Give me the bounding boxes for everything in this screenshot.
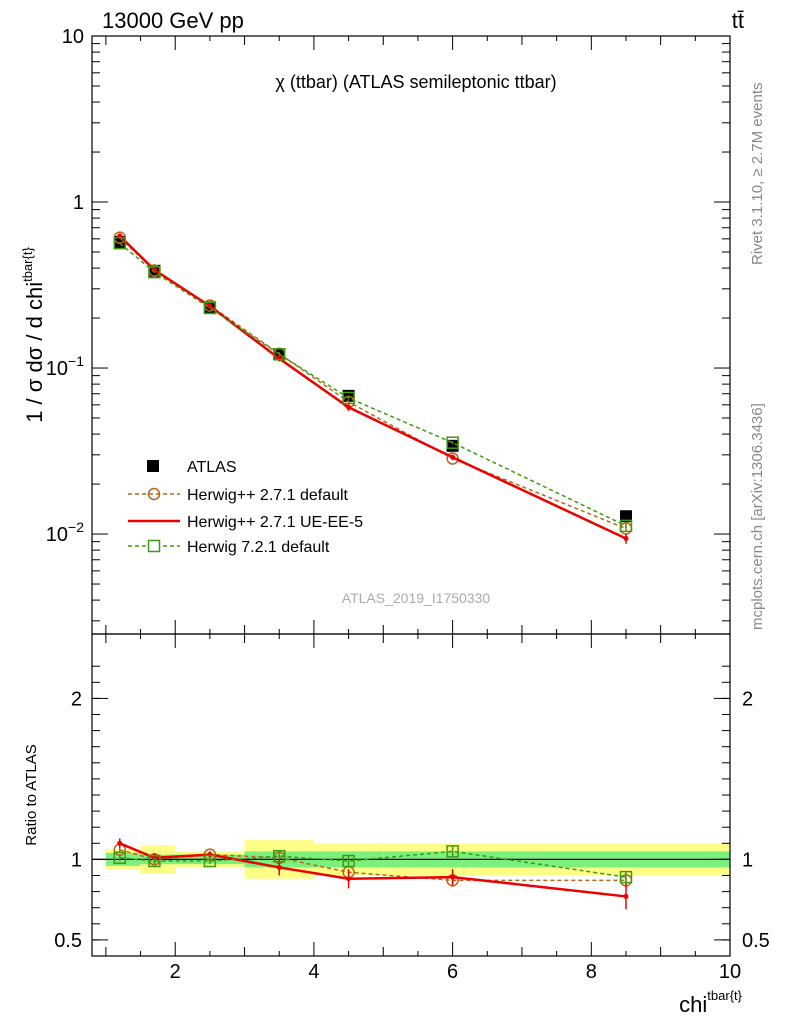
main-y-axis-label-text: 1 / σ dσ / d chi bbox=[22, 282, 47, 423]
ratio-y-tick-label-left: 2 bbox=[71, 688, 82, 710]
herwig-7-2-1-default-point bbox=[272, 348, 286, 361]
ratio-y-tick-label-left: 0.5 bbox=[54, 930, 82, 952]
herwig-7-2-1-default-ratio-point bbox=[148, 854, 161, 868]
ratio-y-tick-label-right: 1 bbox=[742, 849, 753, 871]
ratio-y-tick-label-right: 2 bbox=[742, 688, 753, 710]
herwig-2-7-1-ue-ee-5-point bbox=[623, 536, 629, 542]
ratio-y-tick-label-right: 0.5 bbox=[742, 930, 770, 952]
herwig-7-2-1-default-point bbox=[203, 301, 217, 315]
main-y-tick-label-base: 10 bbox=[46, 358, 68, 380]
mcplots-credit-text: mcplots.cern.ch [arXiv:1306.3436] bbox=[749, 403, 766, 630]
legend-atlas-label: ATLAS bbox=[187, 459, 237, 476]
main-y-tick-label: 10−1 bbox=[46, 353, 84, 380]
main-y-tick-label-exponent: −1 bbox=[68, 353, 84, 369]
header-energy-label: 13000 GeV pp bbox=[102, 8, 244, 33]
legend-herwigpp-ueee5-label: Herwig++ 2.7.1 UE-EE-5 bbox=[187, 514, 363, 531]
x-tick-label: 8 bbox=[586, 961, 597, 983]
legend-herwig7-marker bbox=[147, 539, 161, 553]
x-tick-label: 2 bbox=[170, 961, 181, 983]
herwig-7-2-1-default-line bbox=[119, 242, 627, 527]
herwig-7-2-1-default-ratio-point bbox=[446, 845, 459, 858]
x-tick-label: 4 bbox=[308, 961, 319, 983]
main-y-tick-label: 10 bbox=[62, 26, 84, 48]
herwig-7-2-1-default-point bbox=[113, 236, 126, 250]
main-y-tick-label-base: 10 bbox=[46, 524, 68, 546]
herwig-7-2-1-default-ratio-point bbox=[272, 849, 286, 863]
herwig-2-7-1-ue-ee-5-point bbox=[346, 404, 352, 410]
herwig-2-7-1-default-line bbox=[119, 237, 627, 530]
atlas-data-point bbox=[619, 510, 632, 523]
herwig-7-2-1-default-ratio-point bbox=[619, 870, 633, 884]
herwig-2-7-1-ue-ee-5-ratio-point bbox=[276, 864, 282, 870]
plot-title: χ (ttbar) (ATLAS semileptonic ttbar) bbox=[275, 72, 556, 92]
herwig-7-2-1-default-ratio-point bbox=[342, 854, 355, 868]
legend-herwigpp-default-label: Herwig++ 2.7.1 default bbox=[187, 487, 349, 504]
herwig-2-7-1-ue-ee-5-point bbox=[450, 454, 456, 460]
x-tick-label: 6 bbox=[447, 961, 458, 983]
main-y-tick-label: 10−2 bbox=[46, 519, 84, 546]
ratio-panel: 2 2 1 1 0.5 0.5 2 4 6 8 10 Ratio to ATLAS chitbar{… bbox=[23, 633, 770, 1017]
legend-atlas-marker bbox=[147, 460, 159, 472]
herwig-7-2-1-default-point bbox=[148, 265, 161, 279]
ratio-frame bbox=[91, 633, 731, 957]
x-axis-label: chitbar{t} bbox=[679, 988, 742, 1017]
herwig-7-2-1-default-ratio-point bbox=[203, 854, 217, 868]
herwig-2-7-1-ue-ee-5-point bbox=[207, 303, 213, 309]
x-axis-label-text: chi bbox=[679, 992, 707, 1017]
main-y-axis-label: 1 / σ dσ / d chitbar{t} bbox=[20, 247, 47, 423]
analysis-watermark: ATLAS_2019_I1750330 bbox=[342, 590, 491, 606]
herwig-7-2-1-default-point bbox=[342, 391, 355, 405]
herwig-7-2-1-default-point bbox=[446, 436, 459, 449]
header-process-label: tt̄ bbox=[732, 8, 744, 33]
herwig-2-7-1-ue-ee-5-ratio-point bbox=[623, 893, 629, 899]
ratio-y-axis-label: Ratio to ATLAS bbox=[23, 744, 40, 845]
herwig-2-7-1-ue-ee-5-ratio-point bbox=[450, 874, 456, 880]
rivet-version-text: Rivet 3.1.10, ≥ 2.7M events bbox=[749, 83, 766, 266]
herwig-7-2-1-default-ratio-point bbox=[113, 851, 126, 865]
x-tick-label: 10 bbox=[719, 961, 741, 983]
ratio-y-tick-label-left: 1 bbox=[71, 849, 82, 871]
herwig-2-7-1-ue-ee-5-ratio-point bbox=[207, 852, 213, 858]
main-y-tick-label: 1 bbox=[73, 192, 84, 214]
legend: ATLAS Herwig++ 2.7.1 default Herwig++ 2.… bbox=[128, 459, 363, 556]
herwig-7-2-1-default-point bbox=[619, 519, 633, 533]
legend-herwigpp-default-marker bbox=[147, 487, 161, 501]
x-axis-label-sup: tbar{t} bbox=[707, 988, 742, 1003]
ratio-plot-area: 2 2 1 1 0.5 0.5 2 4 6 8 10 bbox=[54, 634, 770, 983]
herwig-2-7-1-ue-ee-5-ratio-point bbox=[346, 876, 352, 882]
main-y-tick-label-exponent: −2 bbox=[68, 519, 84, 535]
legend-herwig7-label: Herwig 7.2.1 default bbox=[187, 539, 330, 556]
main-y-axis-label-sup: tbar{t} bbox=[20, 247, 35, 282]
herwig-2-7-1-ue-ee-5-ratio-point bbox=[117, 840, 123, 846]
